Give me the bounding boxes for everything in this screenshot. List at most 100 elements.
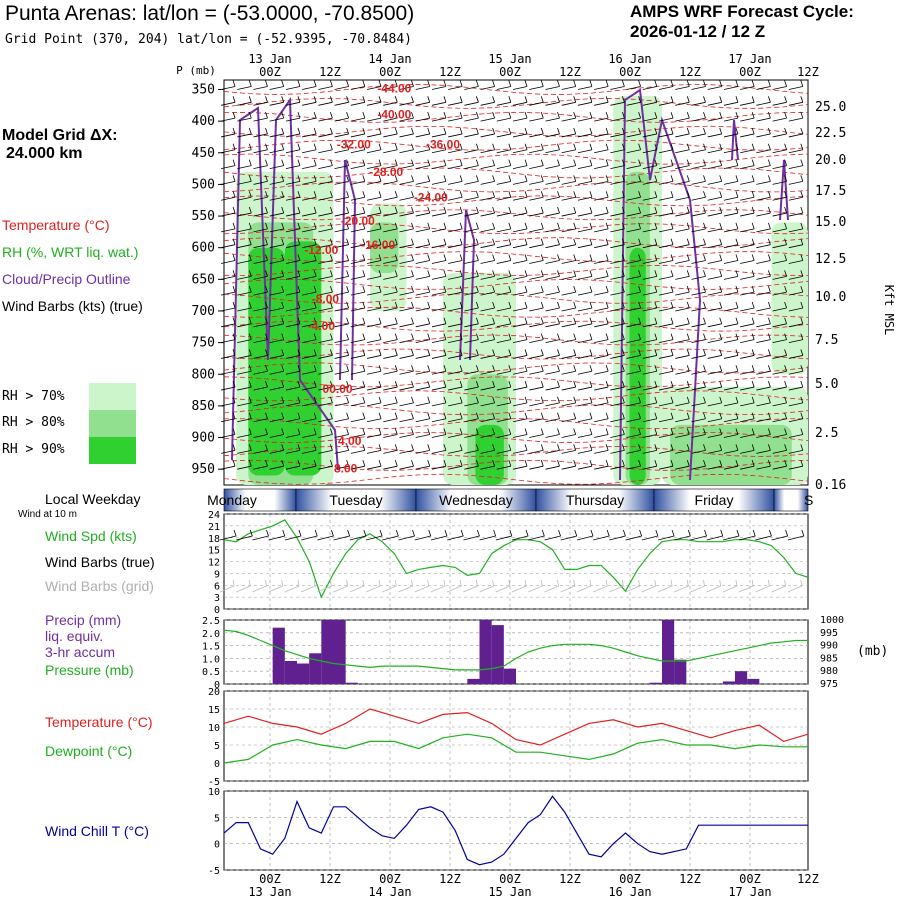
wind-barb (756, 317, 771, 328)
wind-panel-frame (223, 513, 809, 610)
wind-barb (691, 380, 706, 391)
pressure-tick: 700 (192, 304, 215, 319)
wind-barb (512, 206, 528, 217)
wind-barb (723, 175, 739, 185)
wind-barb (431, 143, 447, 154)
wind-barb (318, 112, 333, 122)
wind-barb (318, 254, 333, 264)
wind-barb (237, 238, 252, 249)
wind-barb (610, 444, 625, 454)
wind-barb (691, 365, 706, 375)
wind-barb (269, 396, 285, 407)
chill-panel-ytick: 0 (214, 840, 220, 851)
wind-barb (577, 270, 593, 280)
wind-barb (464, 365, 479, 375)
wind-barb (723, 460, 739, 470)
wind-barb (626, 317, 641, 328)
rh-shade-2 (248, 247, 285, 476)
accum-label: 3-hr accum (45, 644, 116, 660)
wind-barb (512, 444, 528, 454)
wind-barb (350, 460, 366, 470)
wind-barb (658, 191, 674, 201)
grid-wind-barb (511, 579, 527, 593)
wind-barb (496, 365, 512, 375)
wind-barb (302, 238, 317, 249)
temperature-line (223, 708, 809, 746)
precip-bar (674, 659, 687, 684)
wind-barb (269, 175, 285, 185)
wind-barb (642, 191, 658, 201)
wind-barb (415, 412, 431, 423)
wind-barb (366, 222, 382, 233)
wind-barb (723, 270, 739, 280)
wind-barb (220, 222, 236, 233)
wind-barb (675, 143, 690, 154)
wind-barb (253, 428, 268, 438)
grid-wind-barb (771, 579, 787, 593)
wind-barb (415, 206, 431, 217)
wind-barb (448, 428, 463, 438)
wind-barb (496, 380, 512, 391)
wind-barb (285, 143, 301, 154)
wind-barb (253, 301, 268, 312)
wind-barb (448, 96, 463, 106)
precip-bar (272, 627, 285, 684)
temp-contour (223, 404, 809, 416)
dewpoint-line (223, 733, 808, 764)
wind-barb (366, 159, 382, 169)
wind-barb (448, 143, 463, 154)
precip-bar (297, 663, 310, 684)
precip-bar (649, 682, 662, 684)
wind-barb (431, 365, 447, 375)
wind-barb (545, 206, 560, 217)
wind-barb (675, 159, 690, 169)
wind-barb (399, 96, 414, 106)
wind-barb (383, 317, 398, 328)
wind-barb (318, 191, 333, 201)
wind-barb (415, 159, 431, 169)
wind-barb (253, 222, 268, 233)
grid-wind-barb (544, 579, 559, 593)
wind-barb (350, 191, 366, 201)
wind-barb (448, 301, 463, 312)
wind-barb (269, 428, 285, 438)
wind-barb (594, 365, 609, 375)
grid-wind-barb (755, 579, 770, 593)
wind-barb (496, 80, 512, 90)
wind-barb (350, 222, 366, 233)
wind-barb (788, 238, 804, 249)
wind-barb (772, 286, 787, 296)
wind-barb (561, 254, 577, 264)
grid-wind-barb (560, 579, 576, 593)
surface-wind-barb (739, 529, 756, 541)
wind-barb (594, 238, 609, 249)
wind-barb (756, 159, 771, 169)
wind-barb (496, 349, 512, 359)
wind-barb (253, 349, 268, 359)
precip-panel-ytick: 0.5 (202, 667, 220, 678)
wind-barb (675, 286, 690, 296)
weekday-cell (773, 488, 809, 512)
wind-barb (772, 270, 787, 280)
wind-barb (431, 80, 447, 90)
surface-wind-barb (463, 529, 480, 541)
wind-barb (415, 96, 431, 106)
top-time-tick: 12Z (319, 65, 341, 79)
wind-barb (594, 412, 609, 423)
pressure-tick: 400 (192, 114, 215, 129)
wind-barb (740, 80, 755, 90)
wind-barb (772, 191, 787, 201)
wind-barb (658, 206, 674, 217)
wind-barb (285, 127, 301, 138)
wind-barb (561, 365, 577, 375)
wind-barb (269, 96, 285, 106)
wind-barb (577, 444, 593, 454)
wind-barb (285, 380, 301, 391)
wind-barb (431, 396, 447, 407)
wind-barb (545, 112, 560, 122)
wind-barb (269, 286, 285, 296)
wind-barb (723, 396, 739, 407)
wind-barb (675, 380, 690, 391)
wind-barb (594, 159, 609, 169)
